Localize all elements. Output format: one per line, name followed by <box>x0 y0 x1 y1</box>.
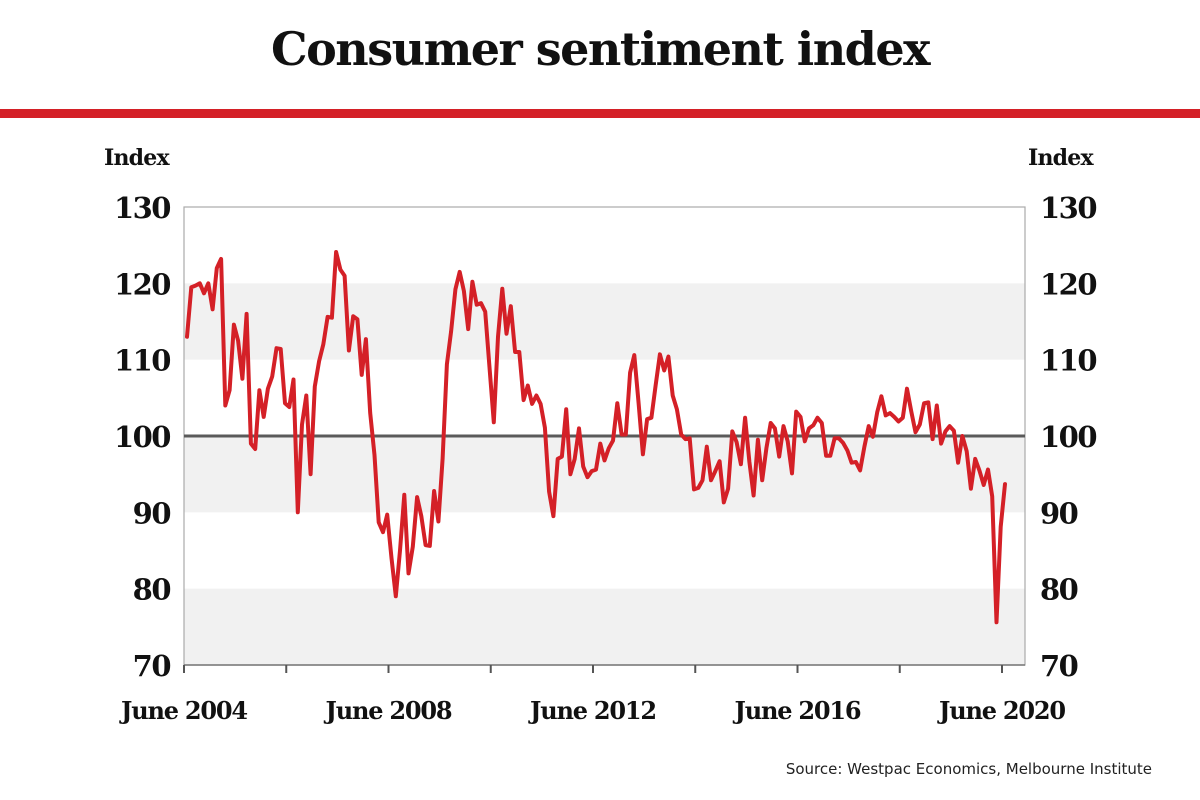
background-bands <box>184 283 1025 665</box>
x-tick-label: June 2020 <box>937 696 1065 725</box>
y-tick-label-right: 80 <box>1040 573 1078 607</box>
y-tick-label-right: 100 <box>1040 420 1096 454</box>
right-axis-title: Index <box>1028 145 1094 171</box>
series-line <box>185 250 1007 625</box>
y-tick-label-right: 120 <box>1040 267 1096 301</box>
x-axis: June 2004 June 2008 June 2012 June 2016 June… <box>119 664 1067 725</box>
y-tick-label-left: 110 <box>114 344 170 378</box>
y-tick-label-left: 90 <box>133 496 171 530</box>
y-tick-label-left: 70 <box>133 649 171 683</box>
y-tick-label-right: 70 <box>1040 649 1078 683</box>
x-tick-label: June 2004 <box>119 696 247 725</box>
title-accent-rule <box>0 109 1200 118</box>
x-tick-label: June 2016 <box>733 696 861 725</box>
x-tick-label: June 2008 <box>324 696 452 725</box>
y-tick-label-left: 130 <box>114 191 170 225</box>
shaded-band <box>184 588 1025 665</box>
shaded-band <box>184 436 1025 513</box>
shaded-band <box>184 283 1025 360</box>
left-axis-title: Index <box>104 145 170 171</box>
y-axis-left: 70 80 90 100 110 120 130 <box>114 191 172 683</box>
x-tick-label: June 2012 <box>528 696 656 725</box>
y-tick-label-right: 90 <box>1040 496 1078 530</box>
y-axis-right: 70 80 90 100 110 120 130 <box>1040 191 1098 683</box>
source-note: Source: Westpac Economics, Melbourne Ins… <box>785 760 1152 778</box>
series-layer <box>185 250 1007 625</box>
y-tick-label-left: 100 <box>114 420 170 454</box>
chart-title: Consumer sentiment index <box>270 22 931 76</box>
y-tick-label-left: 120 <box>114 267 170 301</box>
y-tick-label-left: 80 <box>133 573 171 607</box>
y-tick-label-right: 110 <box>1040 344 1096 378</box>
y-tick-label-right: 130 <box>1040 191 1096 225</box>
